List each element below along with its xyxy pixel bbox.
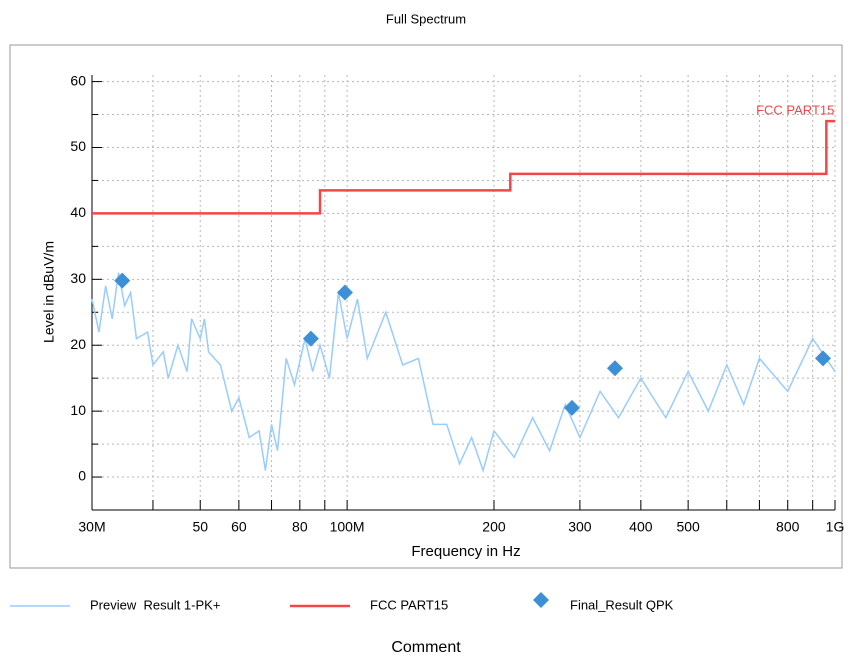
chart-title: Full Spectrum bbox=[386, 11, 466, 26]
y-tick-label: 0 bbox=[78, 468, 86, 484]
x-tick-label: 60 bbox=[231, 519, 247, 535]
x-tick-label: 800 bbox=[776, 519, 800, 535]
plot-area bbox=[92, 75, 835, 510]
legend-marker bbox=[533, 592, 549, 608]
marker bbox=[114, 272, 131, 289]
x-tick-label: 100M bbox=[330, 519, 365, 535]
x-axis-label: Frequency in Hz bbox=[411, 543, 520, 560]
x-tick-label: 500 bbox=[676, 519, 700, 535]
legend-label: FCC PART15 bbox=[370, 597, 448, 612]
y-tick-label: 10 bbox=[70, 402, 86, 418]
x-tick-label: 30M bbox=[78, 519, 105, 535]
x-tick-label: 200 bbox=[482, 519, 506, 535]
y-axis-label: Level in dBuV/m bbox=[41, 241, 57, 343]
chart-frame bbox=[9, 44, 843, 569]
y-tick-label: 30 bbox=[70, 270, 86, 286]
marker bbox=[302, 330, 319, 347]
marker bbox=[336, 284, 353, 301]
marker bbox=[563, 399, 580, 416]
x-tick-label: 50 bbox=[192, 519, 208, 535]
series-line bbox=[91, 272, 836, 473]
annotation: FCC PART15 bbox=[756, 103, 834, 118]
legend-label: Final_Result QPK bbox=[570, 597, 674, 612]
y-tick-label: 20 bbox=[70, 336, 86, 352]
y-tick-label: 50 bbox=[70, 138, 86, 154]
x-tick-label: 1G bbox=[826, 519, 845, 535]
x-tick-label: 300 bbox=[568, 519, 592, 535]
x-tick-label: 80 bbox=[292, 519, 308, 535]
y-tick-label: 60 bbox=[70, 72, 86, 88]
comment: Comment bbox=[391, 639, 461, 656]
series-line bbox=[92, 119, 835, 215]
legend-label: Preview Result 1-PK+ bbox=[90, 597, 220, 612]
y-tick-label: 40 bbox=[70, 204, 86, 220]
x-tick-label: 400 bbox=[629, 519, 653, 535]
marker bbox=[815, 350, 832, 367]
marker bbox=[606, 360, 623, 377]
